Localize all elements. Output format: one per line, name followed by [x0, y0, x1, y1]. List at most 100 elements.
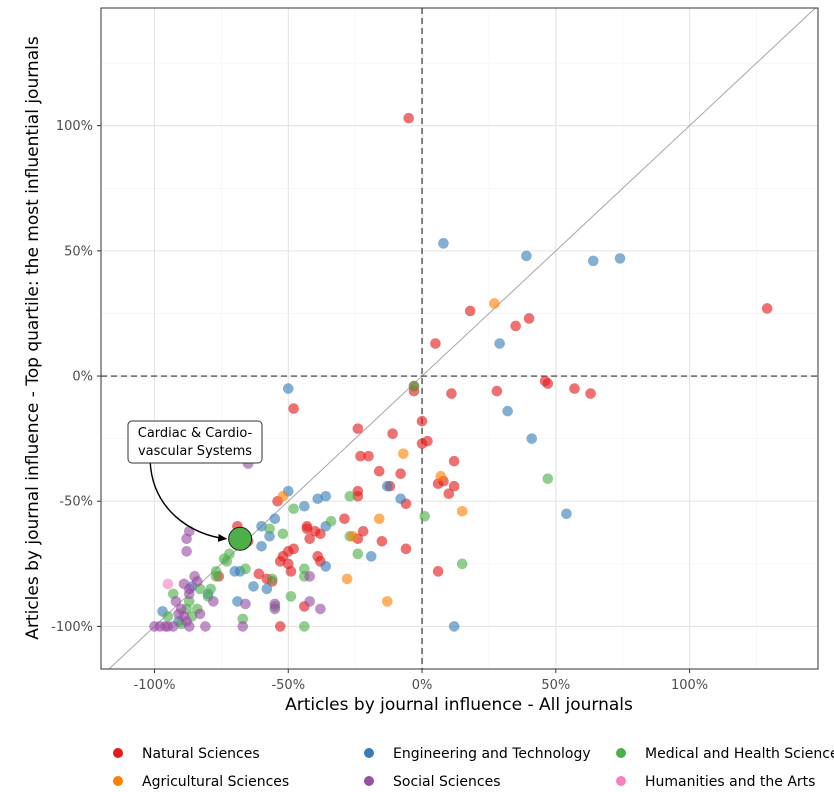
data-point: [320, 490, 332, 502]
x-tick-label: 0%: [412, 678, 433, 693]
data-point: [352, 423, 364, 434]
data-point: [181, 546, 192, 557]
legend-item: Agricultural Sciences: [113, 774, 289, 790]
data-point: [464, 305, 476, 317]
data-point: [381, 596, 393, 607]
data-point: [312, 493, 324, 505]
y-tick-label: 100%: [56, 119, 93, 134]
data-point: [256, 520, 267, 532]
data-point: [183, 621, 195, 632]
legend-item: Social Sciences: [364, 774, 501, 790]
data-point: [240, 563, 251, 575]
legend-key: [113, 776, 123, 786]
data-point: [162, 578, 174, 590]
data-point: [261, 583, 273, 595]
data-point: [357, 525, 369, 537]
data-point: [299, 621, 310, 632]
data-point: [282, 383, 294, 394]
data-point: [237, 613, 249, 625]
data-point: [446, 388, 457, 399]
data-point: [325, 515, 337, 527]
data-point: [494, 338, 505, 349]
data-point: [264, 523, 275, 535]
data-point: [304, 571, 315, 582]
data-point: [269, 513, 281, 525]
annotation-arrow: [149, 460, 228, 542]
data-point: [376, 536, 388, 547]
data-point: [387, 428, 398, 439]
data-point: [569, 383, 580, 394]
data-point: [373, 513, 385, 525]
data-point: [456, 505, 468, 517]
x-tick-label: 50%: [541, 678, 570, 693]
series-medical-and-health-sciences: [162, 380, 554, 632]
data-point: [200, 621, 211, 632]
series-humanities-and-the-arts: [162, 578, 174, 590]
data-point: [288, 403, 299, 414]
data-point: [240, 598, 251, 610]
annotation-label: vascular Systems: [138, 444, 252, 459]
data-point: [456, 558, 468, 570]
data-point: [373, 465, 385, 477]
data-point: [189, 571, 200, 582]
data-point: [210, 566, 222, 577]
data-point: [614, 253, 626, 264]
axis-ticks: -100% -50% 0% 50% 100% -100% -50% 0% 50% 100%: [51, 119, 708, 693]
data-point: [237, 621, 249, 632]
legend-item: Natural Sciences: [113, 746, 260, 762]
highlighted-point: [228, 526, 253, 551]
legend-item: Medical and Health Sciences: [616, 746, 834, 762]
data-point: [416, 415, 428, 427]
data-point: [288, 503, 299, 515]
data-point: [232, 596, 243, 607]
annotation-box: [127, 420, 263, 464]
data-point: [149, 621, 160, 632]
annotation: Cardiac & Cardio-vascular Systems: [127, 420, 263, 551]
data-point: [510, 320, 521, 332]
data-point: [315, 528, 326, 540]
data-point: [162, 611, 174, 622]
legend-key: [364, 776, 374, 786]
data-point: [183, 588, 195, 600]
data-point: [491, 385, 503, 397]
data-point: [264, 530, 275, 542]
data-point: [419, 510, 431, 522]
data-point: [523, 313, 535, 324]
data-point: [526, 433, 538, 444]
data-point: [285, 566, 297, 577]
legend-label: Engineering and Technology: [393, 746, 591, 762]
legend-key: [616, 748, 626, 758]
data-point: [448, 480, 460, 492]
data-point: [256, 541, 267, 552]
data-point: [352, 548, 364, 560]
legend: Natural Sciences Engineering and Technolo…: [113, 746, 834, 790]
annotation-label: Cardiac & Cardio-: [138, 426, 253, 441]
data-point: [443, 488, 455, 500]
data-point: [229, 566, 241, 577]
data-point: [381, 480, 393, 492]
data-point: [438, 238, 449, 249]
data-point: [403, 112, 414, 124]
data-point: [253, 568, 265, 580]
y-tick-label: -50%: [59, 495, 93, 510]
series-agricultural-sciences: [277, 298, 500, 607]
y-tick-label: 50%: [64, 244, 93, 259]
data-point: [395, 493, 406, 505]
legend-key: [616, 776, 626, 786]
data-point: [561, 508, 572, 520]
data-point: [170, 596, 182, 607]
data-point: [315, 603, 326, 615]
data-point: [301, 523, 313, 535]
data-point: [398, 448, 409, 459]
legend-label: Humanities and the Arts: [645, 774, 815, 790]
x-axis-title: Articles by journal influence - All jour…: [285, 695, 633, 715]
data-point: [542, 378, 554, 389]
data-point: [274, 621, 286, 632]
data-point: [304, 596, 315, 607]
data-point: [299, 563, 310, 575]
data-point: [347, 530, 358, 542]
data-point: [339, 513, 350, 525]
plot-background: [101, 8, 818, 669]
data-point: [448, 455, 460, 467]
